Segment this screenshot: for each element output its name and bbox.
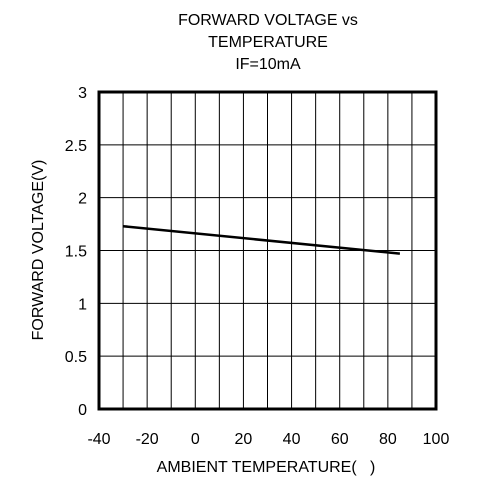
title-line-2: TEMPERATURE xyxy=(208,34,328,51)
y-tick-label: 1 xyxy=(78,296,87,313)
x-tick-label: -20 xyxy=(136,431,159,448)
y-tick-label: 0 xyxy=(78,402,87,419)
x-tick-label: 80 xyxy=(379,431,397,448)
x-tick-label: -40 xyxy=(87,431,110,448)
series-line xyxy=(122,224,401,255)
gridlines xyxy=(99,92,436,409)
x-tick-label: 40 xyxy=(283,431,301,448)
y-tick-labels: 0 0.5 1 1.5 2 2.5 3 xyxy=(65,85,87,419)
x-tick-label: 20 xyxy=(235,431,253,448)
x-tick-label: 100 xyxy=(423,431,450,448)
x-tick-label: 0 xyxy=(191,431,200,448)
y-axis-label: FORWARD VOLTAGE(V) xyxy=(30,160,47,341)
y-tick-label: 2 xyxy=(78,191,87,208)
title-line-3: IF=10mA xyxy=(235,56,301,73)
y-tick-label: 3 xyxy=(78,85,87,102)
y-tick-label: 1.5 xyxy=(65,244,87,261)
plot-frame xyxy=(97,90,438,411)
y-tick-label: 2.5 xyxy=(65,138,87,155)
x-axis-label: AMBIENT TEMPERATURE( ) xyxy=(157,459,376,476)
title-line-1: FORWARD VOLTAGE vs xyxy=(178,12,358,29)
x-tick-labels: -40 -20 0 20 40 60 80 100 xyxy=(87,431,449,448)
y-tick-label: 0.5 xyxy=(65,349,87,366)
chart-title: FORWARD VOLTAGE vs TEMPERATURE IF=10mA xyxy=(178,12,358,73)
series-group xyxy=(122,224,401,255)
x-tick-label: 60 xyxy=(331,431,349,448)
